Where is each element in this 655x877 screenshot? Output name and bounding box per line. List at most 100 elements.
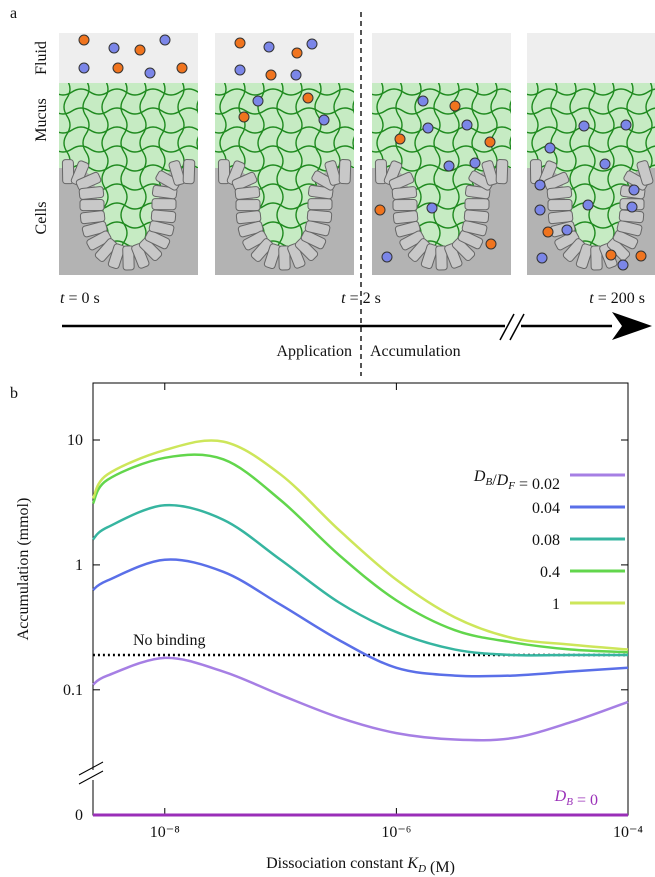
data-line: [92, 558, 629, 678]
epithelial-cell: [263, 243, 282, 270]
epithelial-cell: [79, 199, 105, 212]
epithelial-cell: [148, 220, 175, 237]
epithelial-cell: [250, 238, 274, 262]
epithelial-cell: [86, 230, 112, 251]
mesh-strand: [215, 145, 354, 153]
diagram-frame: [215, 33, 354, 275]
particle: [417, 95, 429, 107]
mesh-strand: [607, 83, 615, 252]
x-tick-label: 10⁻⁸: [150, 824, 180, 841]
particle: [536, 252, 548, 264]
diagram-frame: [372, 33, 511, 275]
epithelial-cell: [304, 220, 331, 237]
epithelial-cell: [463, 209, 490, 224]
particle: [234, 37, 246, 49]
time-label: t = 2 s: [341, 290, 381, 307]
phase-label: Application: [276, 343, 352, 360]
mucus-layer: [372, 83, 511, 161]
particle: [108, 42, 120, 54]
row-label: Cells: [33, 202, 50, 235]
particle: [234, 64, 246, 76]
epithelial-cell: [464, 198, 490, 211]
axis-break: [78, 770, 104, 785]
particle: [306, 38, 318, 50]
annotation: DB = 0: [554, 788, 598, 809]
epithelial-cell: [451, 237, 476, 262]
particle: [582, 199, 594, 211]
epithelial-cell: [287, 243, 306, 269]
particle: [461, 119, 473, 131]
epithelial-cell: [391, 186, 418, 200]
particle: [426, 202, 438, 214]
mesh-strand: [527, 88, 655, 96]
mesh-strand: [527, 107, 655, 115]
epithelial-cell: [420, 243, 439, 270]
particle: [599, 158, 611, 170]
particle: [78, 62, 90, 74]
epithelial-cell: [546, 186, 573, 200]
epithelial-cell: [554, 230, 580, 251]
particle: [635, 250, 647, 262]
epithelial-cell: [636, 160, 654, 186]
epithelial-cell: [78, 186, 105, 200]
particle: [78, 34, 90, 46]
epithelial-cell: [235, 199, 261, 212]
particle: [144, 67, 156, 79]
epithelial-cell: [461, 220, 488, 237]
row-label: Fluid: [33, 41, 50, 75]
diagram-frame: [527, 33, 655, 275]
epithelial-cell: [235, 210, 262, 225]
particle: [534, 179, 546, 191]
epithelial-cell: [547, 199, 573, 212]
mesh-strand: [372, 145, 511, 153]
legend-label: 1: [552, 596, 560, 613]
fluid-layer: [372, 33, 511, 83]
particle: [485, 238, 497, 250]
diagram-frame: [59, 33, 198, 275]
mesh-strand: [59, 126, 198, 134]
mucus-layer: [59, 83, 198, 161]
epithelial-cell: [324, 160, 342, 186]
particle: [159, 34, 171, 46]
particle: [318, 114, 330, 126]
epithelial-cell: [300, 229, 327, 250]
arrow-break: [509, 313, 525, 341]
particle: [176, 62, 188, 74]
fluid-layer: [527, 33, 655, 83]
particle: [542, 226, 554, 238]
mesh-strand: [372, 88, 511, 96]
epithelial-cell: [435, 245, 448, 271]
legend-label: DB/DF = 0.02: [473, 468, 560, 493]
y-tick-label: 1: [75, 557, 83, 574]
epithelial-cell: [168, 160, 186, 186]
particle: [443, 160, 455, 172]
epithelial-cell: [543, 171, 570, 191]
mesh-strand: [215, 126, 354, 134]
particle: [534, 204, 546, 216]
axis-break: [79, 770, 107, 780]
epithelial-cell: [562, 238, 586, 262]
particle: [449, 100, 461, 112]
epithelial-cell: [294, 237, 319, 262]
particle: [544, 142, 556, 154]
data-line: [91, 439, 629, 651]
particle: [291, 47, 303, 59]
legend-label: 0.4: [540, 564, 560, 581]
particle: [263, 41, 275, 53]
epithelial-cell: [231, 171, 258, 191]
mesh-strand: [120, 83, 128, 252]
epithelial-cell: [144, 229, 171, 250]
particle: [302, 92, 314, 104]
particle: [561, 224, 573, 236]
mucus-layer: [372, 160, 511, 252]
epithelial-cell: [75, 171, 102, 191]
x-tick-label: 10⁻⁶: [381, 824, 411, 841]
epithelial-cell: [70, 160, 90, 186]
mucus-layer: [59, 160, 198, 252]
epithelial-cell: [338, 159, 352, 185]
epithelial-cell: [392, 199, 418, 212]
mesh-strand: [372, 107, 511, 115]
epithelial-cell: [182, 159, 196, 185]
mesh-strand: [433, 83, 441, 252]
